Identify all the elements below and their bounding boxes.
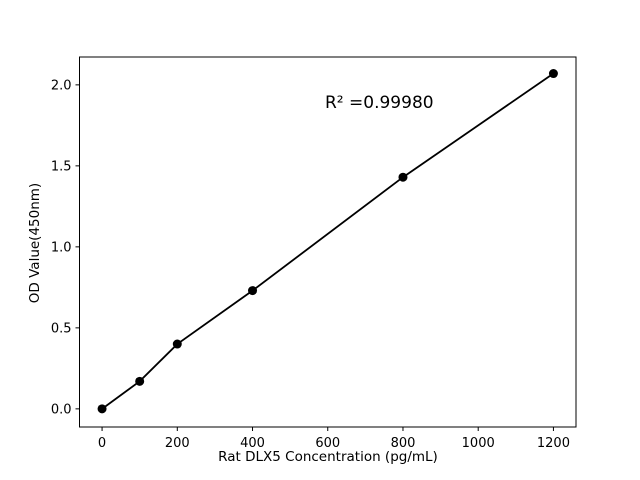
- data-point: [248, 286, 258, 296]
- y-tick-label: 0.5: [51, 321, 72, 336]
- y-tick-label: 1.0: [51, 240, 72, 255]
- x-tick-label: 0: [98, 436, 106, 451]
- data-point: [398, 172, 408, 182]
- data-point: [135, 376, 145, 386]
- x-axis-label: Rat DLX5 Concentration (pg/mL): [218, 449, 438, 465]
- data-line: [101, 72, 554, 410]
- data-point: [172, 339, 182, 349]
- r-squared-annotation: R² =0.99980: [325, 93, 434, 113]
- data-point: [97, 404, 107, 414]
- data-point: [548, 69, 558, 79]
- y-tick-label: 0.0: [51, 402, 72, 417]
- y-tick-label: 2.0: [51, 78, 72, 93]
- x-tick-label: 200: [165, 436, 190, 451]
- x-tick-label: 800: [391, 436, 416, 451]
- x-tick-label: 1200: [537, 436, 570, 451]
- x-tick-label: 1000: [462, 436, 495, 451]
- y-tick-label: 1.5: [51, 159, 72, 174]
- y-axis-label: OD Value(450nm): [27, 183, 43, 303]
- x-tick-label: 600: [315, 436, 340, 451]
- x-tick-label: 400: [240, 436, 265, 451]
- plot-area: 0 200 400 600 800 1000 1200 0.0 0.5 1.0 1.5 2.0: [51, 56, 577, 451]
